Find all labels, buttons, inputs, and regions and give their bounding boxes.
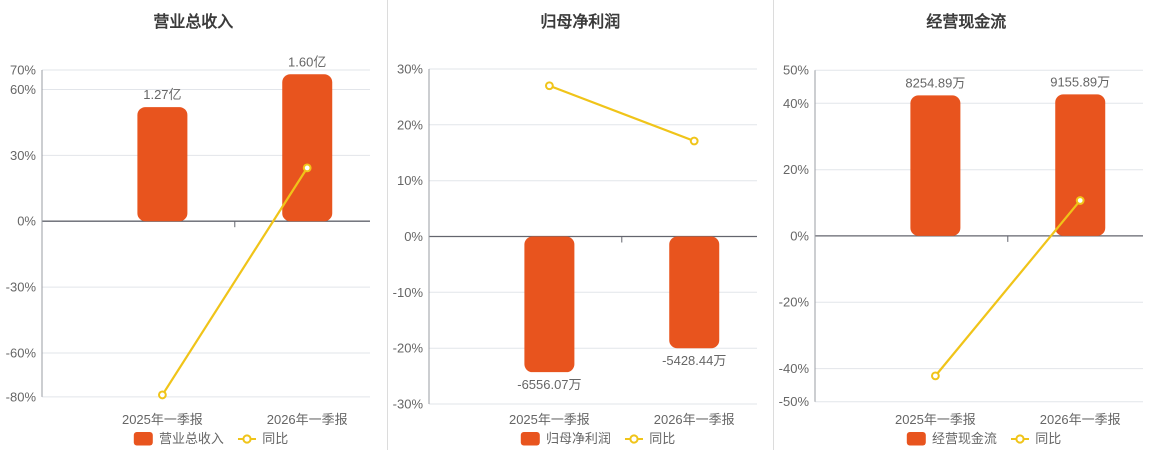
svg-text:70%: 70%	[10, 63, 36, 78]
svg-text:2026年一季报: 2026年一季报	[267, 412, 348, 427]
svg-text:-30%: -30%	[392, 396, 423, 411]
svg-text:20%: 20%	[397, 117, 423, 132]
svg-text:经营现金流: 经营现金流	[932, 431, 997, 446]
svg-text:营业总收入: 营业总收入	[153, 12, 233, 31]
svg-text:9155.89万: 9155.89万	[1051, 74, 1111, 89]
svg-text:40%: 40%	[783, 96, 809, 111]
svg-text:同比: 同比	[649, 431, 675, 446]
svg-text:50%: 50%	[783, 63, 809, 78]
svg-text:-60%: -60%	[6, 345, 37, 360]
svg-text:-50%: -50%	[779, 394, 810, 409]
svg-text:-40%: -40%	[779, 361, 810, 376]
svg-text:-6556.07万: -6556.07万	[517, 377, 581, 392]
svg-text:-80%: -80%	[6, 389, 37, 404]
svg-text:2026年一季报: 2026年一季报	[1040, 412, 1121, 427]
svg-text:-5428.44万: -5428.44万	[662, 353, 726, 368]
svg-text:-20%: -20%	[392, 341, 423, 356]
svg-text:1.60亿: 1.60亿	[288, 54, 326, 69]
svg-text:0%: 0%	[404, 229, 423, 244]
svg-text:0%: 0%	[17, 214, 36, 229]
svg-text:2025年一季报: 2025年一季报	[509, 412, 590, 427]
svg-text:2025年一季报: 2025年一季报	[895, 412, 976, 427]
svg-text:20%: 20%	[783, 162, 809, 177]
svg-text:30%: 30%	[397, 62, 423, 77]
svg-text:2026年一季报: 2026年一季报	[653, 412, 734, 427]
svg-text:归母净利润: 归母净利润	[540, 12, 620, 31]
svg-text:同比: 同比	[1036, 431, 1062, 446]
svg-text:30%: 30%	[10, 148, 36, 163]
svg-text:10%: 10%	[397, 173, 423, 188]
svg-text:2025年一季报: 2025年一季报	[122, 412, 203, 427]
svg-text:同比: 同比	[262, 431, 288, 446]
svg-text:营业总收入: 营业总收入	[159, 431, 224, 446]
svg-text:-10%: -10%	[392, 285, 423, 300]
svg-text:1.27亿: 1.27亿	[143, 87, 181, 102]
svg-text:归母净利润: 归母净利润	[546, 431, 611, 446]
svg-text:60%: 60%	[10, 82, 36, 97]
svg-text:-20%: -20%	[779, 295, 810, 310]
svg-text:-30%: -30%	[6, 280, 37, 295]
svg-text:经营现金流: 经营现金流	[927, 12, 1007, 31]
svg-text:8254.89万: 8254.89万	[906, 75, 966, 90]
svg-text:0%: 0%	[791, 228, 810, 243]
